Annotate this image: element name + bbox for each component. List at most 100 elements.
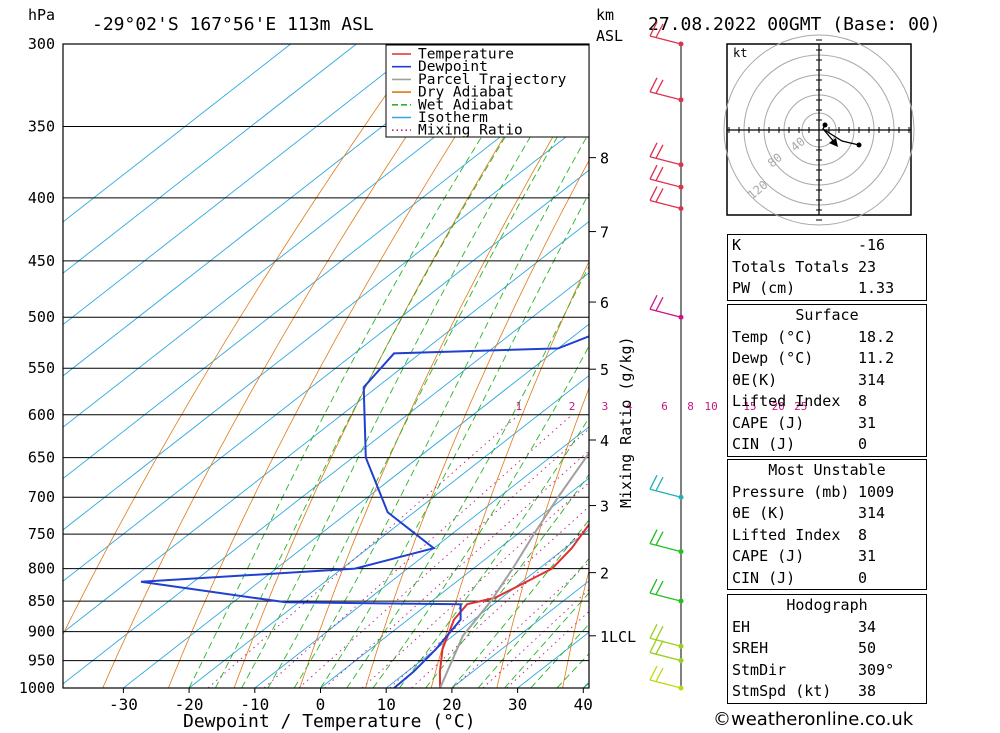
isotherm-line: [63, 118, 589, 531]
wind-barb-flag: [649, 638, 658, 653]
isotherm-line: [123, 323, 589, 688]
profile-line-parcel-trajectory: [439, 451, 589, 688]
surface-title: Surface: [795, 306, 859, 324]
wind-barb-flag: [649, 529, 658, 544]
isotherm-line: [385, 528, 589, 688]
mixing-ratio-line: [263, 414, 573, 688]
height-tick-label: 7: [600, 224, 609, 242]
index-value: 309°: [858, 660, 895, 679]
index-value: -16: [858, 236, 886, 254]
wind-barb-shaft: [649, 308, 682, 318]
pressure-tick-label: 650: [28, 449, 55, 467]
mixing-ratio-tick-label: 6: [661, 400, 668, 413]
pressure-tick-label: 300: [28, 35, 55, 53]
wind-barb-shaft: [649, 91, 682, 101]
height-tick-label: 6: [600, 294, 609, 312]
index-value: 31: [858, 547, 877, 565]
dry-adiabat-line: [430, 260, 589, 688]
hodograph-title: Hodograph: [786, 596, 868, 614]
index-label: K: [732, 236, 742, 254]
mixing-ratio-line: [207, 414, 520, 688]
height-tick-label: 3: [600, 498, 609, 516]
isotherm-line: [63, 44, 423, 326]
mixing-ratio-tick-label: 8: [687, 400, 694, 413]
credit-link[interactable]: ©weatheronline.co.uk: [713, 709, 914, 730]
dry-adiabat-line: [562, 569, 589, 688]
wind-barb-shaft: [649, 637, 682, 647]
location-title: -29°02'S 167°56'E 113m ASL: [92, 14, 374, 35]
hodograph-table: Hodograph EH 34 SREH 50 StmDir 309° StmSpd …: [727, 594, 927, 704]
wind-barb-flag: [655, 23, 664, 38]
wind-barb: [649, 638, 684, 664]
index-value: 31: [858, 413, 877, 432]
x-axis-label: Dewpoint / Temperature (°C): [183, 711, 476, 732]
x-tick-label: -20: [175, 695, 204, 714]
wind-barb: [649, 142, 684, 168]
mixing-ratio-line: [298, 428, 589, 688]
wind-barb-flag: [649, 624, 658, 639]
pressure-tick-label: 800: [28, 560, 55, 578]
wind-barbs: [649, 21, 684, 691]
index-label: CAPE (J): [732, 547, 805, 565]
pressure-tick-label: 350: [28, 117, 55, 135]
mixing-ratio-tick-label: 3: [602, 400, 609, 413]
wind-barb-flag: [655, 144, 664, 159]
surface-table: Surface Temp (°C) 18.2 Dewp (°C) 11.2 θE(K…: [727, 304, 927, 457]
wind-barb-flag: [655, 188, 664, 203]
wind-barb-flag: [649, 665, 658, 681]
index-value: 8: [858, 392, 868, 410]
legend-label: Parcel Trajectory: [418, 72, 567, 88]
wind-barb-flag: [655, 166, 664, 181]
wind-barb: [649, 294, 684, 320]
wind-barb: [649, 578, 684, 604]
wind-barb-shaft: [649, 199, 682, 210]
legend-label: Isotherm: [418, 110, 488, 126]
index-label: EH: [732, 617, 751, 636]
wind-barb-shaft: [649, 543, 682, 553]
pressure-tick-label: 950: [28, 652, 55, 670]
pressure-tick-label: 550: [28, 359, 55, 377]
height-unit-sub-label: ASL: [596, 27, 623, 45]
wind-barb-flag: [649, 186, 658, 201]
hodograph-unit-label: kt: [733, 46, 747, 60]
dry-adiabat-line: [957, 44, 1000, 688]
hodograph-ring: [723, 34, 915, 226]
mixing-ratio-tick-label: 2: [569, 400, 576, 413]
wind-barb-flag: [655, 667, 664, 682]
wet-adiabat-line: [398, 416, 589, 688]
wind-barb-shaft: [649, 592, 682, 602]
pressure-tick-label: 450: [28, 252, 55, 270]
index-label: CAPE (J): [732, 413, 805, 432]
index-label: CIN (J): [732, 435, 796, 453]
wind-barb-shaft: [649, 679, 682, 689]
wind-barb-flag: [649, 142, 658, 158]
general-indices-table: K -16 Totals Totals 23 PW (cm) 1.33: [727, 234, 927, 301]
index-value: 1.33: [858, 279, 895, 297]
wet-adiabat-line: [215, 44, 564, 688]
isotherm-line: [63, 44, 554, 428]
wind-barb-shaft: [649, 488, 682, 498]
wind-barb-flag: [655, 296, 664, 312]
x-tick-label: -30: [109, 695, 138, 714]
wind-barb-flag: [649, 578, 658, 594]
pressure-tick-label: 1000: [19, 679, 55, 697]
mixing-ratio-line: [452, 561, 589, 688]
legend-label: Wet Adiabat: [418, 97, 514, 113]
profile-line-temperature: [438, 522, 589, 688]
mixing-ratio-labels: 1 2 3 4 6 8 10 15 20 25: [515, 400, 807, 413]
pressure-unit-label: hPa: [28, 6, 55, 24]
pressure-tick-label: 500: [28, 308, 55, 326]
isotherm-line: [63, 44, 357, 274]
index-value: 50: [858, 639, 877, 657]
x-tick-label: -10: [240, 695, 269, 714]
wind-barb-flag: [649, 77, 658, 93]
legend-label: Mixing Ratio: [418, 123, 523, 139]
wind-barb-flag: [649, 21, 658, 37]
plot-frame: [62, 43, 590, 689]
mixing-ratio-tick-label: 25: [794, 400, 807, 413]
wind-barb-flag: [655, 640, 664, 655]
pressure-tick-label: 600: [28, 406, 55, 424]
index-label: CIN (J): [732, 568, 796, 587]
